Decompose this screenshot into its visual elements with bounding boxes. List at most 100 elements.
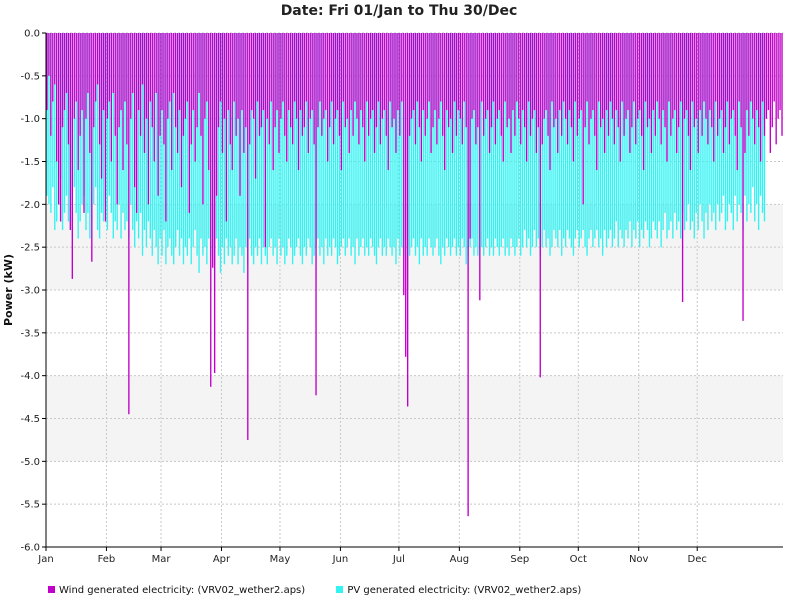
pv-bar	[301, 33, 304, 265]
x-tick-label: Jun	[332, 554, 349, 565]
wind-bar	[512, 33, 514, 111]
wind-bar	[459, 33, 461, 119]
wind-bar	[757, 33, 760, 128]
pv-bar	[757, 33, 760, 231]
wind-bar	[373, 33, 376, 153]
wind-bar	[67, 33, 70, 145]
pv-bar	[609, 33, 612, 231]
wind-bar	[323, 33, 325, 119]
wind-bar	[178, 33, 181, 111]
wind-series	[46, 33, 783, 517]
wind-bar	[742, 33, 744, 321]
wind-bar	[290, 33, 292, 128]
pv-bar	[362, 33, 364, 239]
x-tick-label: Sep	[510, 554, 529, 565]
wind-bar	[278, 33, 280, 153]
pv-bar	[192, 33, 194, 248]
wind-bar	[83, 33, 85, 213]
pv-bar	[648, 33, 651, 248]
wind-bar	[329, 33, 331, 128]
pv-bar	[305, 33, 307, 256]
legend-label-pv: PV generated electricity: (VRV02_wether2…	[347, 585, 582, 596]
wind-bar	[46, 33, 48, 111]
wind-bar	[752, 33, 754, 119]
wind-bar	[375, 33, 378, 128]
pv-bar	[256, 33, 259, 256]
pv-bar	[284, 33, 286, 265]
wind-bar	[237, 33, 239, 119]
wind-bar	[734, 33, 736, 136]
wind-bar	[763, 33, 766, 136]
pv-bar	[352, 33, 354, 248]
wind-bar	[535, 33, 538, 153]
wind-bar	[313, 33, 315, 145]
wind-bar	[354, 33, 356, 102]
pv-bar	[718, 33, 721, 222]
pv-bar	[625, 33, 627, 231]
wind-bar	[182, 33, 185, 136]
pv-bar	[270, 33, 272, 239]
wind-bar	[149, 33, 151, 102]
wind-bar	[61, 33, 64, 128]
wind-bar	[210, 33, 212, 387]
pv-bar	[553, 33, 555, 231]
wind-bar	[455, 33, 458, 136]
wind-bar	[108, 33, 111, 102]
pv-bar	[522, 33, 524, 248]
pv-bar	[537, 33, 539, 239]
pv-bar	[260, 33, 263, 265]
wind-bar	[223, 33, 226, 119]
wind-bar	[516, 33, 518, 102]
y-tick-label: -4.0	[20, 371, 40, 382]
pv-bar	[432, 33, 434, 256]
pv-bar	[276, 33, 278, 265]
wind-bar	[670, 33, 672, 136]
wind-bar	[543, 33, 545, 119]
chart-title: Date: Fri 01/Jan to Thu 30/Dec	[281, 3, 518, 19]
wind-bar	[235, 33, 237, 136]
pv-bar	[262, 33, 265, 248]
pv-bar	[132, 33, 134, 231]
y-tick-label: -2.0	[20, 200, 40, 211]
wind-bar	[393, 33, 395, 119]
wind-bar	[701, 33, 703, 136]
pv-bar	[438, 33, 440, 256]
x-tick-label: Feb	[98, 554, 116, 565]
pv-bar	[52, 33, 54, 188]
wind-bar	[483, 33, 485, 136]
wind-bar	[102, 33, 105, 111]
wind-bar	[570, 33, 573, 128]
wind-bar	[676, 33, 678, 153]
pv-bar	[330, 33, 333, 256]
pv-bar	[518, 33, 520, 239]
wind-bar	[104, 33, 107, 222]
wind-bar	[215, 33, 218, 196]
wind-bar	[186, 33, 189, 102]
wind-bar	[71, 33, 73, 279]
pv-bar	[137, 33, 140, 239]
wind-bar	[410, 33, 413, 119]
pv-bar	[498, 33, 500, 256]
wind-bar	[633, 33, 635, 102]
pv-bar	[184, 33, 187, 248]
wind-bar	[336, 33, 339, 111]
pv-bar	[644, 33, 647, 222]
wind-bar	[134, 33, 136, 188]
pv-bar	[75, 33, 77, 213]
wind-bar	[299, 33, 302, 111]
pv-bar	[426, 33, 428, 256]
wind-bar	[69, 33, 72, 231]
pv-bar	[656, 33, 658, 239]
wind-bar	[424, 33, 426, 136]
pv-bar	[48, 33, 50, 205]
wind-bar	[506, 33, 508, 128]
wind-bar	[576, 33, 578, 136]
wind-bar	[391, 33, 393, 128]
wind-bar	[537, 33, 539, 128]
wind-bar	[231, 33, 233, 171]
wind-bar	[642, 33, 645, 171]
pv-bar	[693, 33, 695, 239]
wind-bar	[600, 33, 602, 128]
wind-bar	[233, 33, 235, 102]
wind-bar	[307, 33, 309, 153]
